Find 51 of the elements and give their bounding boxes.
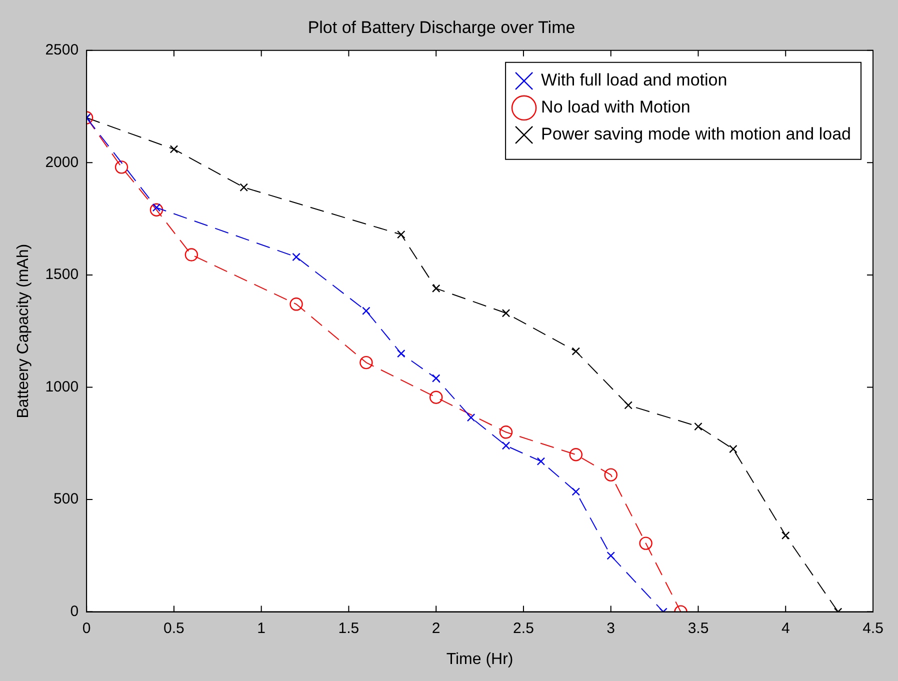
point	[397, 230, 406, 239]
x-tick-label: 4	[781, 620, 790, 637]
point	[606, 552, 615, 560]
point	[499, 426, 513, 439]
point	[694, 422, 702, 431]
point	[536, 457, 546, 466]
point	[360, 356, 373, 370]
x-tick-label: 3.5	[688, 620, 709, 637]
point	[572, 347, 580, 356]
y-tick-label: 2500	[45, 42, 79, 59]
y-tick-label: 0	[70, 602, 79, 620]
point	[429, 390, 443, 404]
x-axis-title: Time (Hr)	[446, 650, 514, 668]
point	[604, 468, 618, 482]
point	[150, 203, 164, 216]
x-tick-label: 4.5	[862, 620, 884, 637]
y-tick-label: 1000	[45, 378, 79, 396]
legend-label: No load with Motion	[541, 98, 690, 117]
x-tick-label: 1.5	[338, 620, 360, 637]
x-tick-label: 0	[82, 620, 91, 637]
y-tick-label: 500	[54, 490, 79, 508]
point	[397, 349, 406, 358]
y-tick-label: 2000	[45, 154, 79, 171]
point	[362, 306, 370, 316]
x-tick-label: 2	[432, 620, 440, 637]
x-tick-label: 1	[257, 620, 266, 637]
point	[466, 413, 476, 422]
point	[502, 309, 510, 318]
point	[569, 448, 583, 462]
point	[432, 374, 440, 382]
point	[184, 248, 198, 262]
point	[114, 160, 128, 174]
x-tick-label: 0.5	[164, 620, 184, 637]
point	[292, 252, 300, 262]
point	[290, 298, 303, 311]
point	[729, 444, 738, 454]
x-tick-label: 3	[606, 620, 616, 637]
point	[624, 401, 632, 410]
point	[639, 536, 652, 550]
y-axis-title: Batteery Capacity (mAh)	[15, 244, 32, 418]
point	[432, 284, 440, 293]
y-tick-label: 1500	[45, 266, 79, 284]
point	[502, 441, 510, 450]
chart-title: Plot of Battery Discharge over Time	[308, 18, 576, 37]
legend-label: With full load and motion	[541, 70, 728, 90]
point	[781, 531, 790, 540]
point	[572, 488, 580, 496]
point	[240, 183, 248, 192]
x-tick-label: 2.5	[513, 620, 534, 637]
legend-label: Power saving mode with motion and load	[541, 124, 851, 144]
point	[170, 145, 178, 154]
